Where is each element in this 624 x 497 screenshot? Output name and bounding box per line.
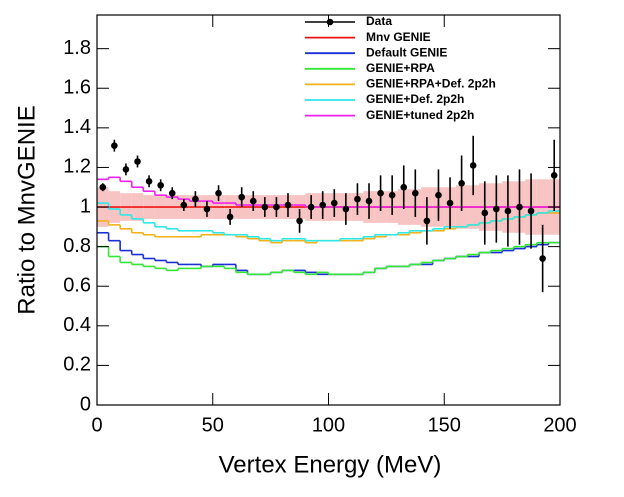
data-point	[111, 142, 118, 149]
data-point	[550, 172, 558, 179]
data-point	[296, 217, 303, 225]
data-point	[481, 209, 489, 217]
x-axis-title: Vertex Energy (MeV)	[219, 451, 442, 478]
data-point	[319, 201, 327, 209]
data-point	[412, 189, 419, 197]
y-tick-label: 0.6	[63, 274, 91, 296]
y-tick-label: 0	[80, 393, 91, 415]
data-point	[261, 203, 269, 211]
y-tick-label: 0.4	[63, 314, 91, 336]
data-point	[180, 201, 188, 209]
data-point	[435, 191, 442, 199]
y-tick-label: 1.6	[63, 77, 91, 99]
legend-label: Default GENIE	[366, 45, 447, 59]
data-point	[157, 181, 164, 189]
data-point	[284, 201, 292, 209]
data-point	[516, 203, 523, 211]
data-point	[423, 217, 431, 225]
data-point	[539, 255, 546, 262]
data-point	[226, 213, 234, 221]
x-tick-label: 150	[428, 414, 461, 436]
data-point	[307, 203, 315, 211]
data-point	[273, 203, 280, 211]
data-point	[249, 197, 257, 205]
legend-label: Data	[366, 14, 392, 28]
data-point	[342, 205, 350, 213]
data-point	[330, 199, 338, 207]
y-axis-title: Ratio to MnvGENIE	[13, 105, 40, 314]
data-point	[203, 205, 211, 213]
x-tick-label: 50	[202, 414, 224, 436]
data-point	[192, 195, 199, 203]
data-point	[99, 183, 107, 191]
data-point	[377, 189, 384, 197]
data-point	[168, 189, 176, 197]
data-point	[458, 179, 465, 187]
legend-label: Mnv GENIE	[366, 30, 431, 44]
x-tick-label: 100	[312, 414, 345, 436]
data-point	[446, 199, 454, 207]
x-tick-label: 0	[91, 414, 102, 436]
legend-label: GENIE+Def. 2p2h	[366, 92, 464, 106]
data-point	[238, 193, 245, 201]
y-tick-label: 1.8	[63, 37, 91, 59]
data-point	[504, 207, 512, 215]
data-point	[354, 195, 361, 203]
data-point	[527, 207, 535, 215]
y-tick-label: 0.8	[63, 235, 91, 257]
data-point	[145, 177, 153, 185]
data-point	[215, 189, 222, 197]
y-tick-label: 1.4	[63, 116, 91, 138]
x-tick-label: 200	[543, 414, 576, 436]
data-point	[365, 197, 373, 205]
data-point	[134, 158, 141, 165]
data-point	[122, 166, 130, 173]
legend-label: GENIE+RPA+Def. 2p2h	[366, 77, 496, 91]
data-point	[388, 191, 396, 199]
y-tick-label: 1	[80, 195, 91, 217]
data-point	[493, 205, 500, 213]
y-tick-label: 1.2	[63, 156, 91, 178]
legend-label: GENIE+RPA	[366, 61, 435, 75]
legend-marker	[326, 18, 334, 26]
data-point	[400, 183, 408, 191]
data-point	[469, 162, 477, 169]
y-tick-label: 0.2	[63, 354, 91, 376]
legend-label: GENIE+tuned 2p2h	[366, 108, 474, 122]
